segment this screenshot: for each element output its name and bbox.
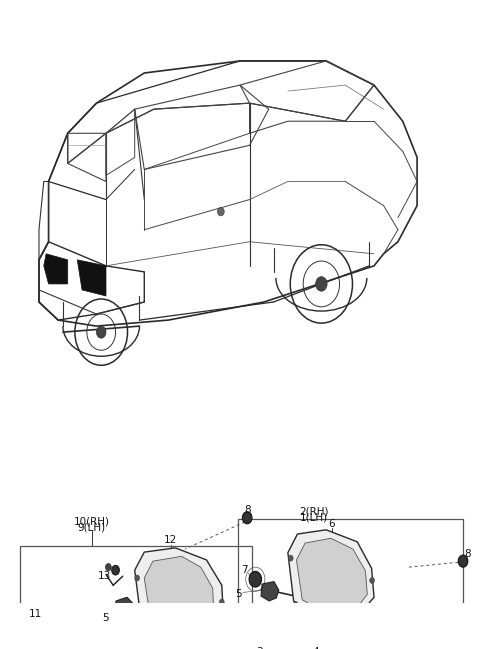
Circle shape (361, 604, 366, 611)
Text: 1(LH): 1(LH) (300, 513, 328, 522)
Circle shape (316, 276, 327, 291)
Circle shape (217, 208, 224, 216)
Polygon shape (135, 548, 223, 632)
Text: 13: 13 (98, 571, 111, 582)
Circle shape (303, 613, 312, 623)
Circle shape (140, 618, 144, 624)
Polygon shape (297, 538, 367, 611)
Circle shape (290, 606, 299, 617)
Circle shape (314, 606, 323, 617)
Circle shape (458, 555, 468, 567)
Circle shape (219, 599, 224, 605)
Polygon shape (44, 254, 68, 284)
Circle shape (300, 626, 313, 643)
Polygon shape (20, 615, 130, 649)
Text: 9(LH): 9(LH) (78, 523, 106, 533)
Circle shape (293, 602, 298, 607)
Text: 5: 5 (102, 613, 108, 623)
Circle shape (106, 563, 111, 570)
Bar (238, 519, 463, 649)
Circle shape (112, 565, 120, 575)
Circle shape (116, 616, 123, 624)
Circle shape (288, 555, 293, 561)
Text: 5: 5 (235, 589, 242, 598)
Polygon shape (144, 556, 214, 628)
Polygon shape (41, 635, 92, 649)
Text: 4: 4 (312, 646, 319, 649)
Text: 7: 7 (241, 565, 248, 575)
Circle shape (135, 575, 140, 581)
Text: 3: 3 (256, 646, 263, 649)
Text: 10(RH): 10(RH) (73, 517, 109, 527)
Circle shape (106, 611, 112, 620)
Text: 2(RH): 2(RH) (300, 507, 329, 517)
Circle shape (96, 326, 106, 338)
Circle shape (242, 511, 252, 524)
Polygon shape (115, 597, 133, 614)
Polygon shape (261, 582, 279, 601)
Text: 8: 8 (244, 505, 251, 515)
Circle shape (126, 613, 132, 621)
Circle shape (370, 578, 374, 583)
Text: 12: 12 (164, 535, 177, 545)
Polygon shape (77, 260, 106, 296)
Circle shape (263, 628, 276, 645)
Circle shape (249, 571, 262, 587)
Bar (20, 546, 252, 649)
Text: 8: 8 (464, 549, 471, 559)
Polygon shape (288, 530, 374, 617)
Text: 6: 6 (329, 519, 335, 529)
Text: 11: 11 (28, 609, 42, 619)
